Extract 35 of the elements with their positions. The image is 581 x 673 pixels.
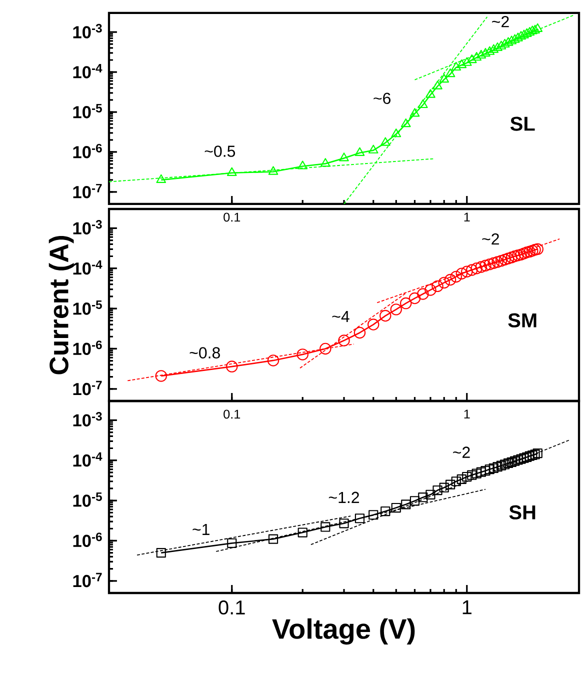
y-tick-label: 10$^{-3}$: [73, 412, 102, 426]
annotation: ~1: [192, 524, 210, 535]
annotation: ~6: [374, 92, 390, 104]
annotation: ~4: [332, 311, 350, 322]
y-tick-label: 10$^{-4}$: [73, 64, 102, 78]
text: SM: [508, 313, 536, 328]
x-axis-title: Voltage (V): [272, 618, 415, 645]
annotation: ~0.8: [190, 347, 220, 358]
x-tick-label: 1: [462, 600, 472, 614]
y-tick-label: 10$^{-5}$: [73, 104, 102, 118]
y-tick-label: 10$^{-4}$: [73, 260, 102, 275]
x-tick-label: 1: [464, 212, 470, 222]
y-tick-label: 10$^{-5}$: [73, 300, 102, 315]
y-tick-label: 10$^{-3}$: [73, 24, 102, 38]
y-tick-label: 10$^{-6}$: [73, 144, 102, 158]
text: SL: [510, 116, 535, 131]
y-tick-label: 10$^{-4}$: [73, 452, 102, 467]
annotation: ~2: [453, 446, 470, 458]
y-axis-title: Current (A): [48, 236, 74, 374]
x-tick-label: 1: [464, 410, 470, 418]
y-tick-label: 10$^{-6}$: [73, 532, 102, 548]
y-tick-label: 10$^{-3}$: [73, 220, 102, 234]
series-label: SH: [509, 505, 536, 520]
y-tick-label: 10$^{-7}$: [73, 184, 102, 198]
y-tick-label: 10$^{-6}$: [73, 340, 102, 356]
annotation: ~0.5: [204, 146, 236, 157]
y-tick-label: 10$^{-5}$: [73, 492, 102, 507]
y-tick-label: 10$^{-7}$: [73, 380, 102, 396]
annotation: ~1.2: [328, 492, 359, 503]
x-tick-label: 0.1: [224, 212, 240, 222]
annotation: ~2: [482, 233, 499, 245]
annotation: ~2: [492, 16, 509, 28]
x-tick-label: 0.1: [218, 600, 245, 615]
x-tick-label: 0.1: [224, 410, 240, 419]
y-tick-label: 10$^{-7}$: [73, 572, 102, 588]
